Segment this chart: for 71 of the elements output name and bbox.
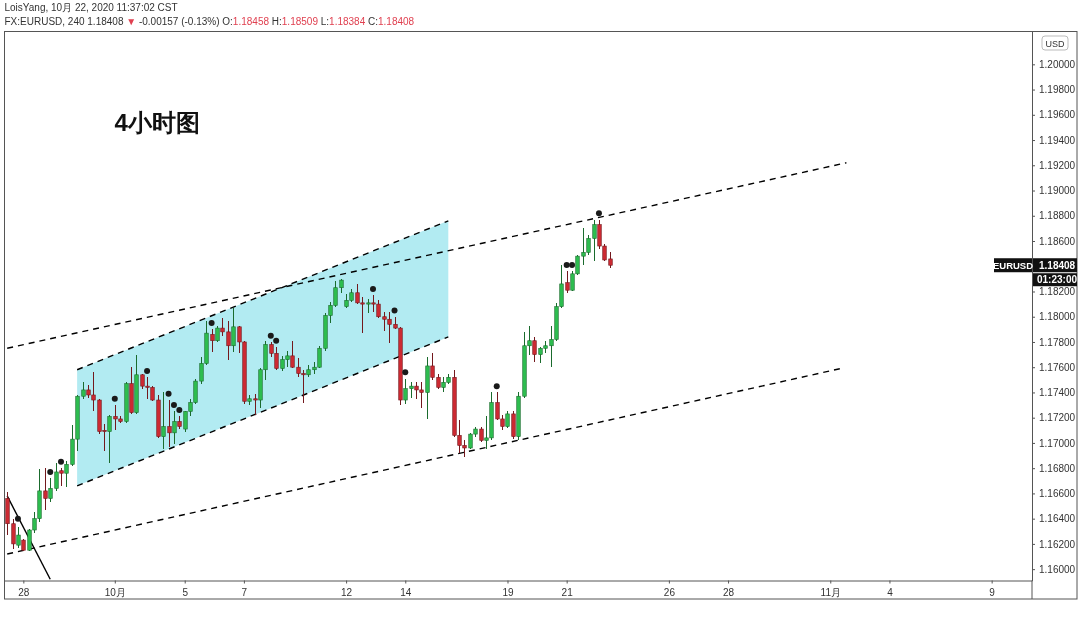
point bbox=[273, 337, 280, 344]
text: 4小时图 bbox=[114, 109, 200, 136]
y-tick-label: 1.19200 bbox=[1039, 159, 1076, 171]
y-tick-label: 1.16000 bbox=[1039, 563, 1076, 575]
x-tick-label: 28 bbox=[18, 586, 30, 598]
point bbox=[111, 395, 118, 402]
x-tick-label: 9 bbox=[989, 586, 996, 598]
candlestick bbox=[16, 526, 21, 549]
x-tick-label: 7 bbox=[241, 586, 248, 598]
candlestick bbox=[161, 391, 166, 450]
y-tick-label: 1.17600 bbox=[1039, 361, 1076, 373]
y-tick-label: 1.19400 bbox=[1039, 134, 1076, 146]
candlestick bbox=[511, 410, 516, 440]
text: USD bbox=[1045, 38, 1065, 49]
point bbox=[370, 285, 376, 292]
text: 01:23:00 bbox=[1037, 274, 1078, 286]
y-tick-label: 1.16400 bbox=[1039, 513, 1076, 525]
text: LoisYang, 10月 22, 2020 11:37:02 CST bbox=[4, 2, 178, 13]
x-tick-label: 5 bbox=[182, 586, 189, 598]
x-tick-label: 10月 bbox=[104, 586, 126, 598]
y-tick-label: 1.18800 bbox=[1039, 210, 1076, 222]
x-tick-label: 4 bbox=[887, 586, 894, 598]
y-tick-label: 1.20000 bbox=[1039, 59, 1076, 71]
y-tick-label: 1.17000 bbox=[1039, 437, 1076, 449]
point bbox=[170, 402, 177, 409]
candlestick bbox=[231, 307, 236, 353]
annotation: EURUSD bbox=[992, 259, 1034, 271]
y-tick-label: 1.19800 bbox=[1039, 84, 1076, 96]
x-tick-label: 28 bbox=[722, 586, 735, 598]
point bbox=[267, 332, 274, 339]
y-tick-label: 1.18000 bbox=[1039, 311, 1076, 323]
x-tick-label: 12 bbox=[341, 586, 353, 598]
x-tick-label: 26 bbox=[663, 586, 676, 598]
y-tick-label: 1.16800 bbox=[1039, 462, 1076, 474]
y-tick-label: 1.19600 bbox=[1039, 109, 1076, 121]
point bbox=[144, 368, 151, 374]
text: 1.18408 bbox=[1039, 259, 1076, 271]
candlestick bbox=[253, 393, 258, 416]
candlestick bbox=[565, 270, 570, 294]
candlestick bbox=[532, 336, 537, 363]
y-tick-label: 1.18200 bbox=[1039, 286, 1076, 298]
candlestick bbox=[167, 399, 172, 448]
candlestick bbox=[210, 328, 215, 353]
point bbox=[47, 468, 54, 475]
y-tick-label: 1.17400 bbox=[1039, 387, 1076, 399]
text: 1.18408 bbox=[378, 16, 415, 27]
x-tick-label: 19 bbox=[502, 586, 514, 598]
y-tick-label: 1.17800 bbox=[1039, 336, 1076, 348]
point bbox=[493, 383, 500, 390]
y-tick-label: 1.18600 bbox=[1039, 235, 1076, 247]
point bbox=[402, 369, 409, 376]
x-tick-label: 11月 bbox=[820, 586, 841, 598]
y-tick-label: 1.19000 bbox=[1039, 185, 1076, 197]
point bbox=[208, 320, 215, 327]
y-tick-label: 1.16200 bbox=[1039, 538, 1076, 550]
candlestick bbox=[43, 467, 48, 511]
y-tick-label: 1.16600 bbox=[1039, 488, 1076, 500]
point bbox=[176, 407, 183, 414]
point bbox=[595, 210, 602, 217]
candlestick bbox=[172, 410, 177, 445]
point bbox=[165, 390, 172, 397]
text: FX:EURUSD, 240 1.18408 ▼ -0.00157 (-0.13%) O:1.18458 H:1.18509 L:1.18384 C: bbox=[4, 16, 379, 27]
point bbox=[563, 261, 570, 268]
point bbox=[569, 261, 576, 268]
candlestick bbox=[107, 414, 112, 464]
point bbox=[391, 307, 398, 314]
x-tick-label: 21 bbox=[561, 586, 574, 598]
point bbox=[14, 515, 21, 522]
y-tick-label: 1.17200 bbox=[1039, 412, 1076, 424]
x-tick-label: 14 bbox=[400, 586, 412, 598]
point bbox=[57, 458, 64, 465]
